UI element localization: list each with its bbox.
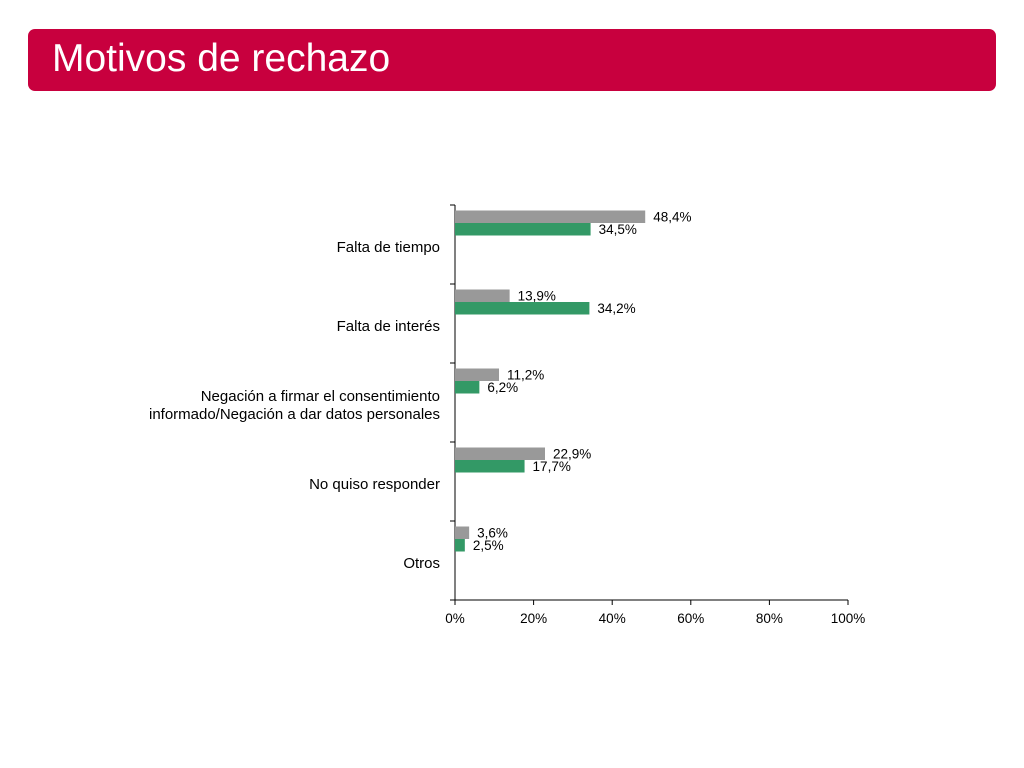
category-label: Negación a firmar el consentimiento [201,388,440,405]
data-label: 22,9% [553,447,591,462]
page-title: Motivos de rechazo [52,37,391,80]
data-label: 13,9% [518,289,556,304]
data-label: 11,2% [507,368,544,383]
bar-series-1 [455,210,646,223]
bar-series-2 [455,539,465,552]
category-label: Falta de tiempo [337,239,440,256]
data-label: 6,2% [487,380,518,395]
bar-series-1 [455,526,470,539]
bar-series-1 [455,368,500,381]
x-tick-label: 60% [677,611,704,626]
x-tick-label: 40% [599,611,626,626]
bar-series-2 [455,223,591,236]
bar-series-2 [455,381,480,394]
data-label: 48,4% [653,210,691,225]
category-label: No quiso responder [309,476,440,493]
data-label: 34,5% [599,222,637,237]
x-tick-label: 100% [831,611,866,626]
data-label: 34,2% [597,301,635,316]
x-tick-label: 20% [520,611,547,626]
category-label: Otros [403,555,440,572]
title-bar: Motivos de rechazo [28,29,996,91]
bar-series-1 [455,447,545,460]
data-label: 2,5% [473,538,504,553]
data-label: 17,7% [533,459,571,474]
x-tick-label: 80% [756,611,783,626]
x-tick-label: 0% [445,611,465,626]
data-label: 3,6% [477,526,508,541]
category-label: Falta de interés [337,318,440,335]
bar-series-2 [455,460,525,473]
bar-series-2 [455,302,590,315]
category-label: informado/Negación a dar datos personale… [149,406,440,423]
bar-series-1 [455,289,510,302]
